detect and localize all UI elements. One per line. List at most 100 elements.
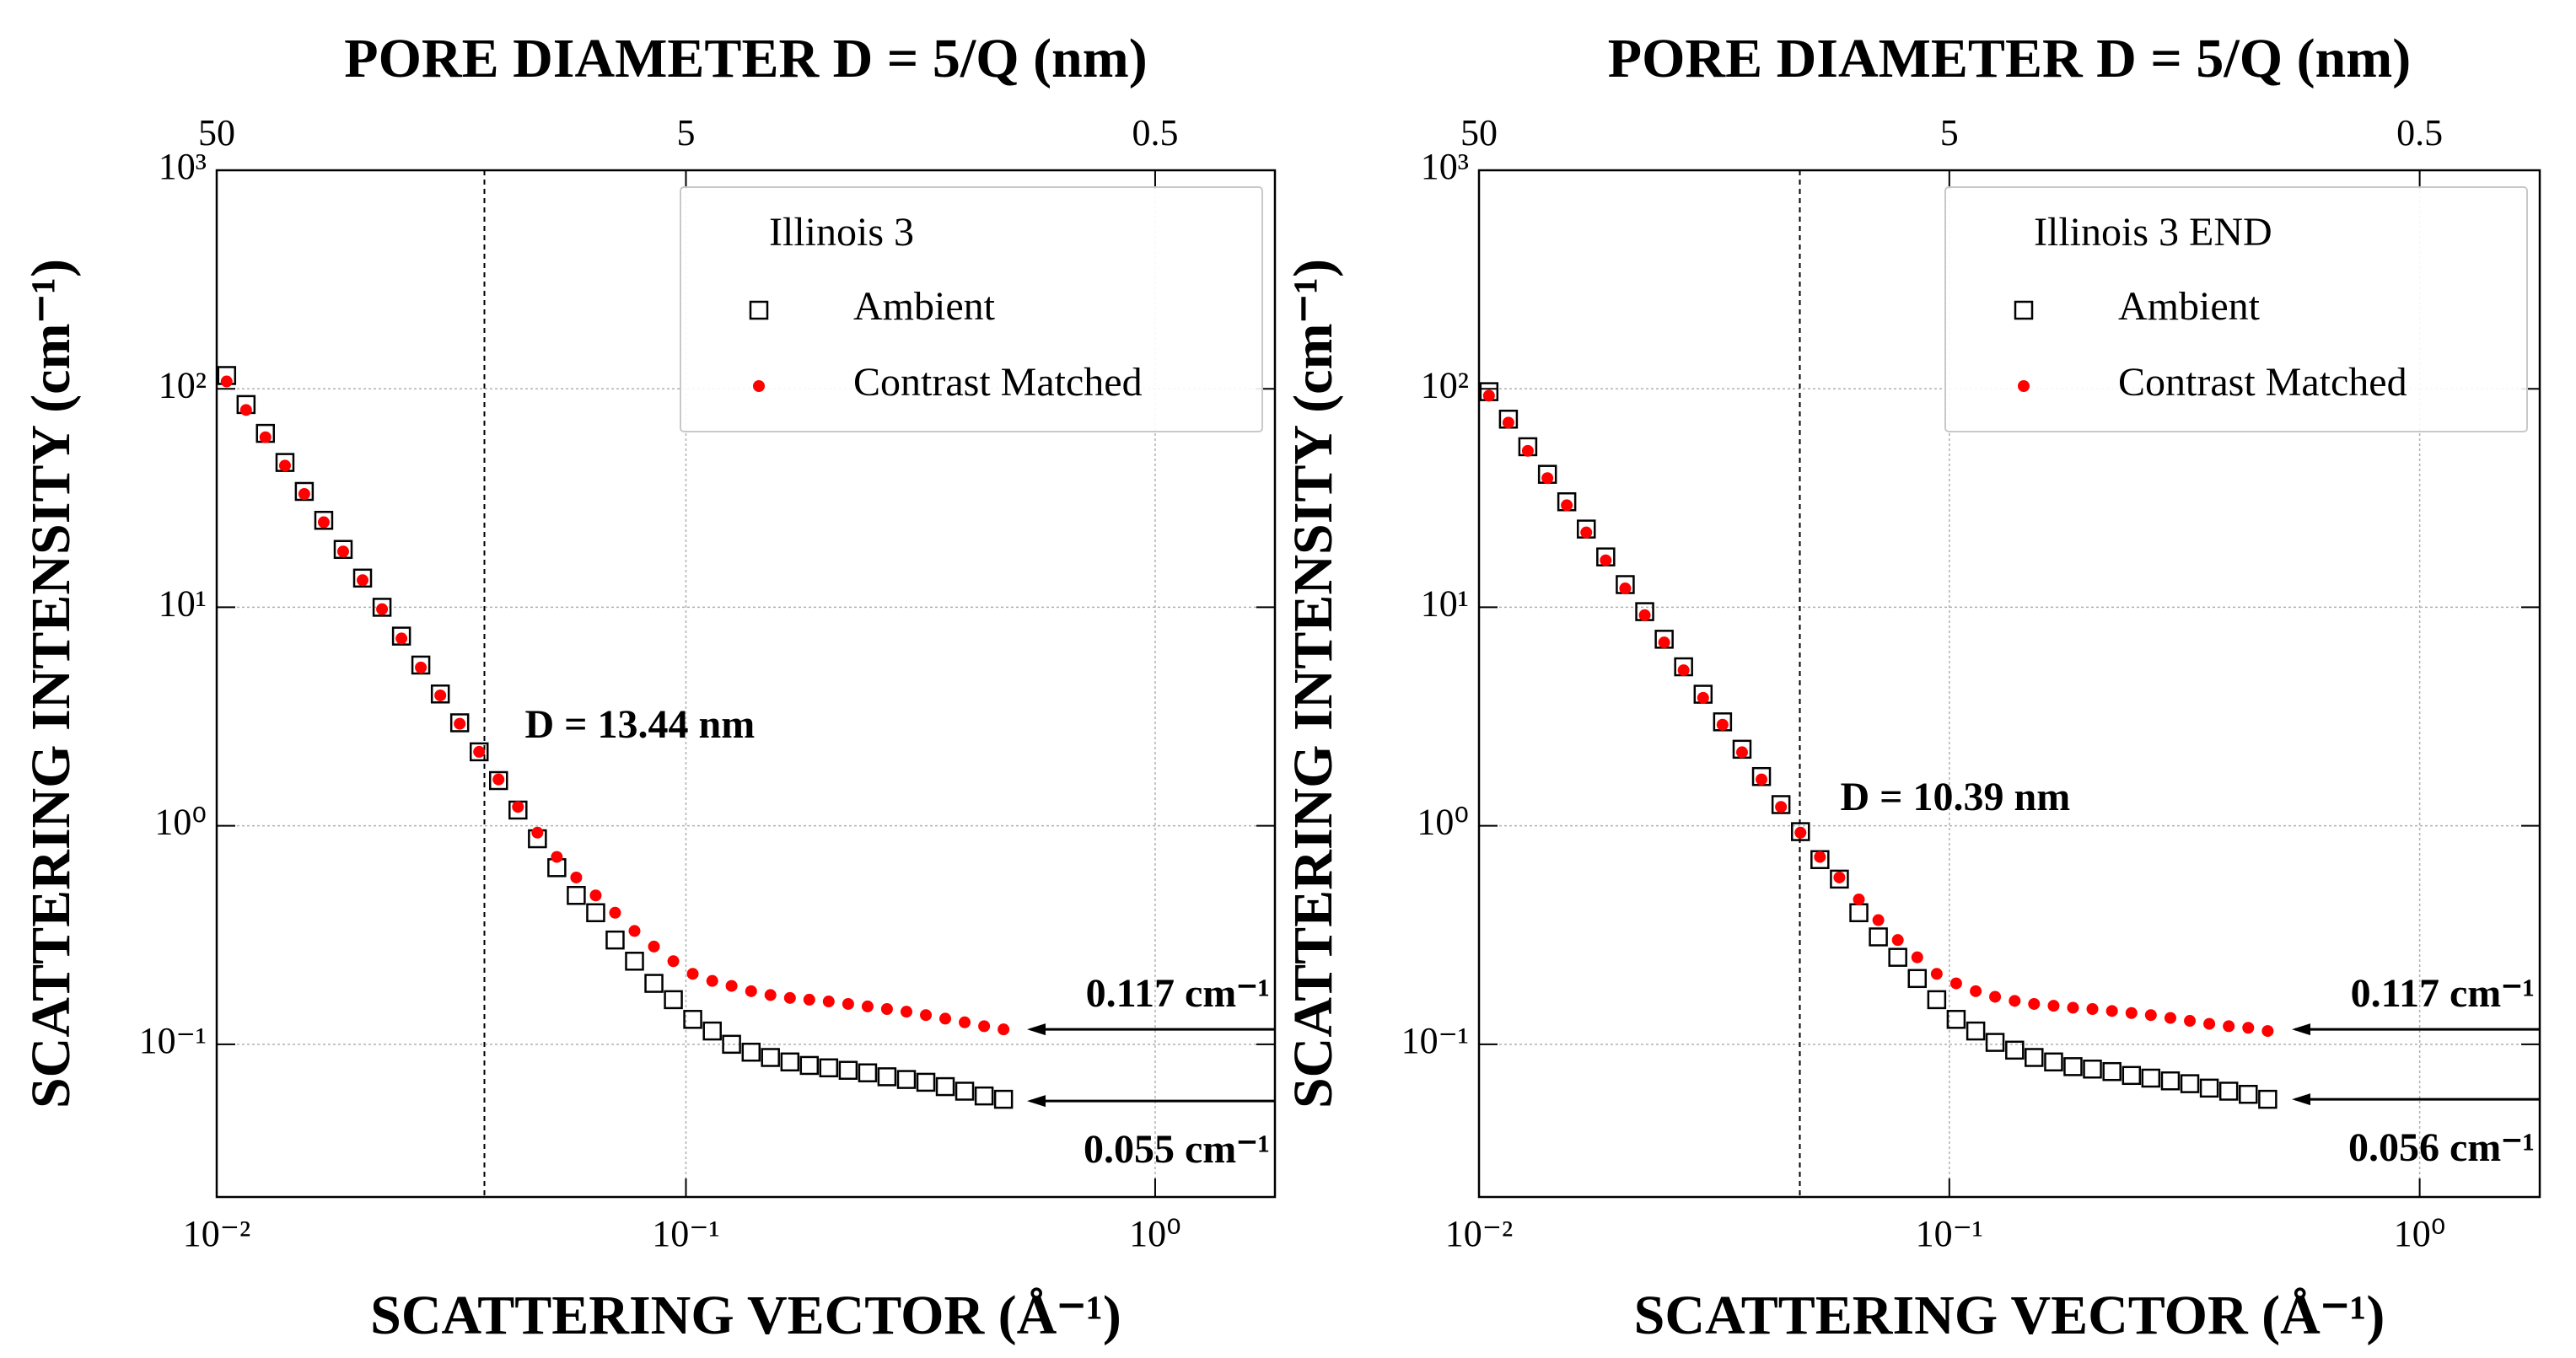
marker-dot [2086,1002,2099,1015]
marker-dot [434,689,447,701]
marker-dot [2164,1012,2176,1024]
marker-dot [2125,1006,2138,1019]
marker-dot [531,826,544,839]
marker-dot [1794,826,1807,839]
marker-square [1927,990,1947,1010]
marker-dot [454,717,466,730]
legend-box [680,186,1263,432]
marker-square [644,974,664,993]
marker-dot [648,940,660,953]
x-tick-label: 10⁻² [183,1213,250,1254]
arrow-head [2292,1023,2310,1036]
marker-square [2083,1059,2102,1079]
marker-square [761,1048,780,1067]
marker-square [2014,300,2034,320]
marker-square [2044,1052,2063,1072]
marker-square [586,903,605,923]
marker-dot [1872,914,1885,926]
y-tick-label: 10¹ [159,583,207,625]
marker-dot [1735,746,1748,759]
marker-dot [1502,416,1514,429]
y-tick-label: 10⁻¹ [1401,1020,1469,1061]
marker-square [2199,1078,2219,1098]
x2-tick-label: 0.5 [2396,112,2443,153]
y-axis-label: SCATTERING INTENSITY (cm⁻¹) [1283,259,1344,1108]
marker-square [411,655,431,675]
marker-dot [239,404,252,416]
marker-dot [1677,664,1690,677]
legend-title: Illinois 3 END [2034,210,2272,255]
marker-dot [2223,1020,2235,1033]
annotation: D = 10.39 nm [1841,775,2071,819]
marker-dot [939,1012,952,1025]
marker-dot [1989,990,2002,1003]
marker-dot [959,1016,971,1028]
marker-dot [512,801,524,813]
marker-dot [803,993,815,1006]
arrow-head [2292,1093,2310,1106]
marker-dot [900,1006,912,1018]
marker-square [1985,1033,2005,1052]
marker-dot [998,1023,1010,1036]
x-tick-label: 10⁻¹ [652,1213,719,1254]
marker-dot [842,997,854,1010]
x2-axis-label: PORE DIAMETER D = 5/Q (nm) [1608,28,2411,89]
marker-square [2025,1048,2044,1067]
marker-dot [822,996,835,1008]
marker-dot [570,871,583,883]
marker-dot [1541,472,1554,485]
x2-tick-label: 5 [1940,112,1959,153]
marker-square [2180,1074,2200,1093]
marker-square [2141,1068,2161,1088]
marker-square [858,1063,878,1082]
arrow-label: 0.055 cm⁻¹ [1084,1127,1270,1172]
y-axis-label: SCATTERING INTENSITY (cm⁻¹) [20,259,82,1108]
marker-dot [2184,1015,2197,1028]
marker-square [605,930,625,950]
marker-dot [753,380,765,392]
marker-square [314,511,334,530]
marker-dot [1561,499,1573,512]
marker-dot [706,974,718,987]
arrow-head [1027,1023,1046,1036]
x-tick-label: 10⁰ [1129,1213,1181,1254]
marker-dot [1521,444,1534,457]
marker-dot [357,574,369,587]
marker-dot [1853,894,1865,906]
marker-dot [1482,389,1495,402]
marker-dot [2009,995,2021,1007]
marker-square [2063,1057,2083,1076]
marker-square [1869,927,1888,947]
marker-square [819,1058,839,1078]
marker-square [993,1089,1014,1109]
marker-dot [2144,1009,2157,1022]
marker-dot [1911,951,1923,963]
legend-label: Ambient [853,284,996,329]
marker-square [896,1070,917,1089]
marker-dot [978,1020,991,1033]
y-tick-label: 10⁰ [154,802,207,843]
marker-dot [1619,582,1632,595]
legend-title: Illinois 3 [769,210,914,255]
x-tick-label: 10⁰ [2394,1213,2446,1254]
plot-frame [1477,169,2541,1199]
y-tick-label: 10³ [1421,146,1469,187]
marker-square [333,539,353,560]
marker-dot [1697,691,1709,704]
marker-dot [220,375,233,388]
x-axis-label: SCATTERING VECTOR (Å⁻¹) [370,1285,1121,1346]
marker-square [469,742,489,762]
marker-dot [1775,801,1788,813]
marker-square [838,1060,858,1080]
marker-square [567,885,586,905]
legend-label: Contrast Matched [2118,360,2407,405]
arrow-label: 0.117 cm⁻¹ [2351,971,2535,1016]
x2-tick-label: 50 [198,112,235,153]
marker-square [749,300,769,320]
marker-dot [609,906,621,919]
marker-dot [1949,977,1962,990]
marker-square [955,1082,975,1101]
marker-square [916,1072,936,1092]
marker-square [352,568,373,588]
